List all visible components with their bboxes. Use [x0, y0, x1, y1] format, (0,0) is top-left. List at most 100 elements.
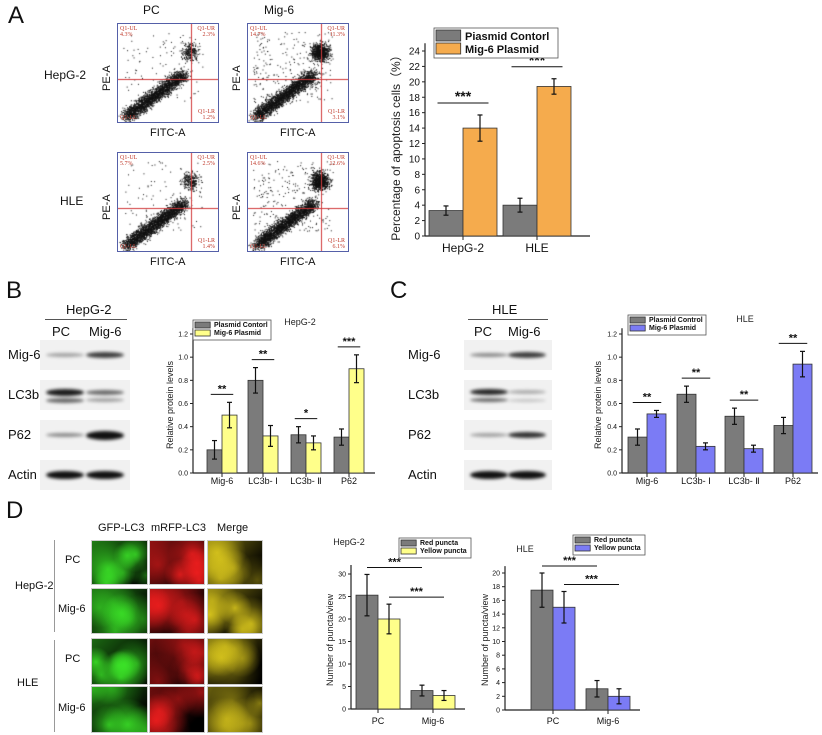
fluor-row-hepg2-pc: PC: [65, 554, 81, 566]
y-tick-label: 0: [414, 232, 420, 243]
y-tick-label: 1.2: [607, 331, 617, 338]
chart-d2: 0 2 4 6 8 10 12 14 16 18 20 Number of puncta/view PC…: [480, 534, 646, 726]
blot-band: [508, 390, 546, 394]
y-axis-label: Percentage of apoptosis cells（%）: [389, 49, 403, 240]
x-tick-label: HLE: [525, 241, 548, 255]
y-tick-label: 0: [342, 706, 346, 713]
significance-stars: *: [304, 408, 309, 420]
y-tick-label: 25: [338, 594, 346, 601]
blot-b-title-rule: [45, 319, 127, 320]
quadrant-label-ll: Q1-LL: [250, 244, 267, 250]
quadrant-label-ul: Q1-UL 4.3%: [120, 26, 138, 38]
y-tick-label: 30: [338, 571, 346, 578]
significance-stars: ***: [343, 336, 357, 348]
legend-label: Yellow puncta: [594, 545, 641, 552]
y-tick-label: 0.4: [607, 424, 617, 431]
legend-swatch: [629, 324, 646, 332]
y-tick-label: 0.8: [607, 378, 617, 385]
flow-scatter: [118, 153, 218, 251]
legend-swatch: [194, 321, 211, 329]
x-tick-label: P62: [785, 476, 801, 486]
fluor-column-mrfp: mRFP-LC3: [151, 522, 207, 534]
gfp-lc3-image: [91, 686, 148, 733]
gfp-lc3-image: [91, 540, 148, 585]
bar: [792, 363, 813, 474]
quadrant-label-ll: Q1-LL: [120, 115, 137, 121]
blot-b-lane-mig6: Mig-6: [89, 324, 122, 339]
blot-band: [470, 389, 508, 395]
y-tick-label: 4: [414, 201, 420, 212]
significance-stars: ***: [455, 88, 472, 104]
legend-label: Red puncta: [594, 537, 632, 544]
significance-stars: **: [218, 383, 227, 395]
legend-box: [572, 534, 646, 556]
mrfp-lc3-image: [149, 540, 205, 585]
blot-band: [470, 471, 508, 479]
blot-band: [86, 352, 124, 358]
blot-protein-label: LC3b: [408, 387, 440, 402]
fluor-column-merge: Merge: [217, 522, 249, 534]
legend-swatch: [435, 42, 462, 55]
quadrant-label-lr: Q1-LR 1.2%: [198, 109, 215, 121]
y-tick-label: 5: [342, 684, 346, 691]
blot-band: [470, 433, 508, 437]
y-tick-label: 22: [409, 62, 421, 73]
legend-swatch: [574, 544, 591, 552]
blot-band: [508, 471, 546, 479]
quadrant-label-ur: Q1-UR 2.5%: [197, 155, 215, 167]
x-tick-label: LC3b- Ⅰ: [681, 476, 711, 486]
quadrant-label-lr: Q1-LR 6.1%: [328, 238, 345, 250]
flow-column-title-mig6: Mig-6: [264, 3, 295, 17]
y-tick-label: 8: [414, 170, 420, 181]
y-tick-label: 1.0: [178, 355, 188, 362]
bar: [247, 379, 264, 474]
chart-title: HepG-2: [333, 537, 365, 547]
x-tick-label: LC3b- Ⅱ: [728, 476, 759, 486]
fluor-group-hle: HLE: [17, 677, 39, 689]
panel-letter-c: C: [390, 277, 408, 304]
y-tick-label: 16: [409, 108, 421, 119]
quadrant-label-ul: Q1-UL 14.7%: [250, 26, 268, 38]
blot-protein-label: P62: [408, 427, 432, 442]
x-tick-label: Mig-6: [211, 476, 234, 486]
blot-c-title-rule: [468, 319, 548, 320]
blot-b-title: HepG-2: [66, 302, 112, 317]
fluor-group-hepg2: HepG-2: [15, 580, 54, 592]
legend-label: Mig-6 Plasmid: [465, 44, 539, 56]
blot-c-lane-mig6: Mig-6: [508, 324, 541, 339]
blot-protein-label: Actin: [408, 467, 437, 482]
significance-stars: ***: [410, 586, 424, 598]
blot-strip: [464, 380, 552, 410]
y-tick-label: 0: [496, 707, 500, 714]
legend-label: Mig-6 Plasmid: [649, 325, 696, 332]
y-tick-label: 0.0: [607, 470, 617, 477]
flow-x-axis-label: FITC-A: [280, 127, 316, 139]
merge-image: [207, 588, 263, 634]
flow-plot: Q1-UL 4.3% Q1-UR 2.3% Q1-LR 1.2% Q1-LL: [117, 23, 219, 123]
legend-label: Plasmid Contorl: [214, 322, 268, 329]
chart-title: HLE: [516, 544, 534, 554]
x-tick-label: P62: [341, 476, 357, 486]
blot-band: [46, 388, 84, 396]
quadrant-label-ur: Q1-UR 11.3%: [327, 26, 345, 38]
quadrant-label-ur: Q1-UR 2.3%: [197, 26, 215, 38]
quadrant-label-ul: Q1-UL 5.7%: [120, 155, 138, 167]
fluor-group-bracket-hepg2: [54, 540, 55, 632]
flow-plot: Q1-UL 14.6% Q1-UR 12.6% Q1-LR 6.1% Q1-LL: [247, 152, 349, 252]
x-tick-label: Mig-6: [422, 716, 445, 726]
flow-scatter: [118, 24, 218, 122]
significance-stars: ***: [563, 555, 577, 567]
flow-row-label-hle: HLE: [60, 194, 84, 208]
significance-stars: **: [740, 389, 749, 401]
merge-image: [207, 686, 263, 733]
y-tick-label: 6: [414, 185, 420, 196]
y-tick-label: 12: [492, 625, 500, 632]
merge-image: [207, 638, 263, 685]
fluor-row-hle-mig6: Mig-6: [58, 702, 86, 714]
significance-stars: ***: [388, 556, 402, 568]
quadrant-label-lr: Q1-LR 1.4%: [198, 238, 215, 250]
y-tick-label: 0.2: [607, 447, 617, 454]
y-tick-label: 2: [496, 694, 500, 701]
